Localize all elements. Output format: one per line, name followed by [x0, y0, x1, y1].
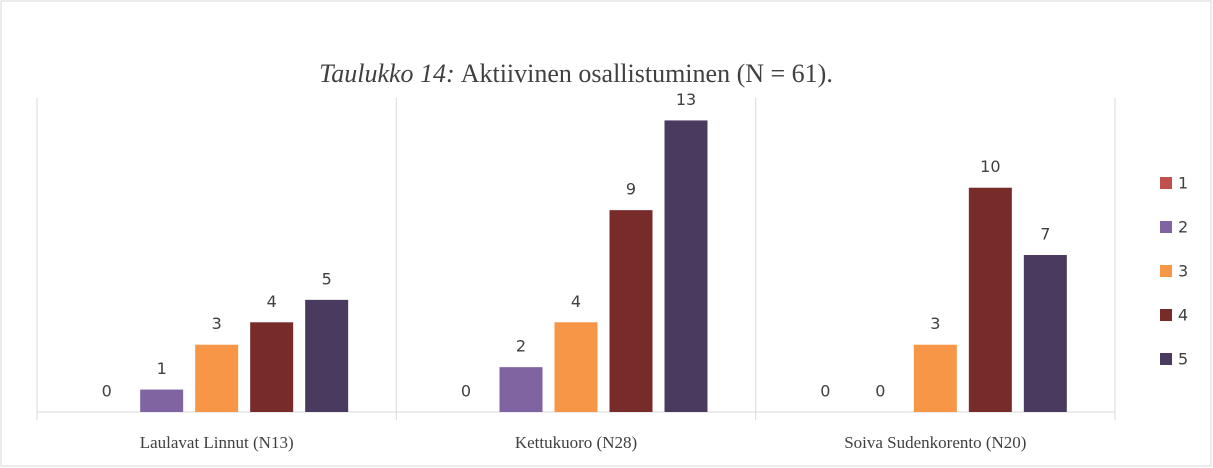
data-label: 0	[102, 382, 112, 401]
legend-swatch	[1160, 309, 1172, 321]
legend-swatch	[1160, 221, 1172, 233]
legend-label: 1	[1178, 174, 1188, 193]
x-tick-label: Laulavat Linnut (N13)	[140, 433, 294, 452]
data-label: 4	[571, 292, 581, 311]
bar	[1023, 255, 1067, 412]
x-tick-label: Kettukuoro (N28)	[515, 433, 637, 452]
data-label: 5	[322, 269, 332, 288]
data-label: 0	[820, 382, 830, 401]
bar	[968, 187, 1012, 412]
data-label: 0	[461, 382, 471, 401]
legend-label: 4	[1178, 306, 1188, 325]
bar	[913, 344, 957, 412]
legend-swatch	[1160, 265, 1172, 277]
bar	[250, 322, 294, 412]
data-label: 0	[875, 382, 885, 401]
data-label: 4	[267, 292, 277, 311]
title-main: Aktiivinen osallistuminen (N = 61).	[461, 59, 833, 88]
legend-label: 5	[1178, 350, 1188, 369]
data-label: 2	[516, 337, 526, 356]
legend-label: 3	[1178, 262, 1188, 281]
chart-title: Taulukko 14: Aktiivinen osallistuminen (N…	[319, 59, 833, 88]
data-label: 7	[1040, 225, 1050, 244]
legend-swatch	[1160, 177, 1172, 189]
data-label: 1	[157, 359, 167, 378]
bar	[554, 322, 598, 412]
x-tick-label: Soiva Sudenkorento (N20)	[844, 433, 1026, 452]
legend-swatch	[1160, 353, 1172, 365]
data-label: 3	[212, 314, 222, 333]
bar	[499, 367, 543, 412]
data-label: 13	[676, 90, 696, 109]
bar	[609, 210, 653, 412]
bar	[195, 344, 239, 412]
data-label: 3	[930, 314, 940, 333]
bar	[664, 120, 708, 412]
title-prefix: Taulukko 14:	[319, 59, 455, 88]
data-label: 10	[980, 157, 1000, 176]
bar	[305, 299, 349, 412]
data-label: 9	[626, 180, 636, 199]
bar	[140, 389, 184, 412]
legend-label: 2	[1178, 218, 1188, 237]
